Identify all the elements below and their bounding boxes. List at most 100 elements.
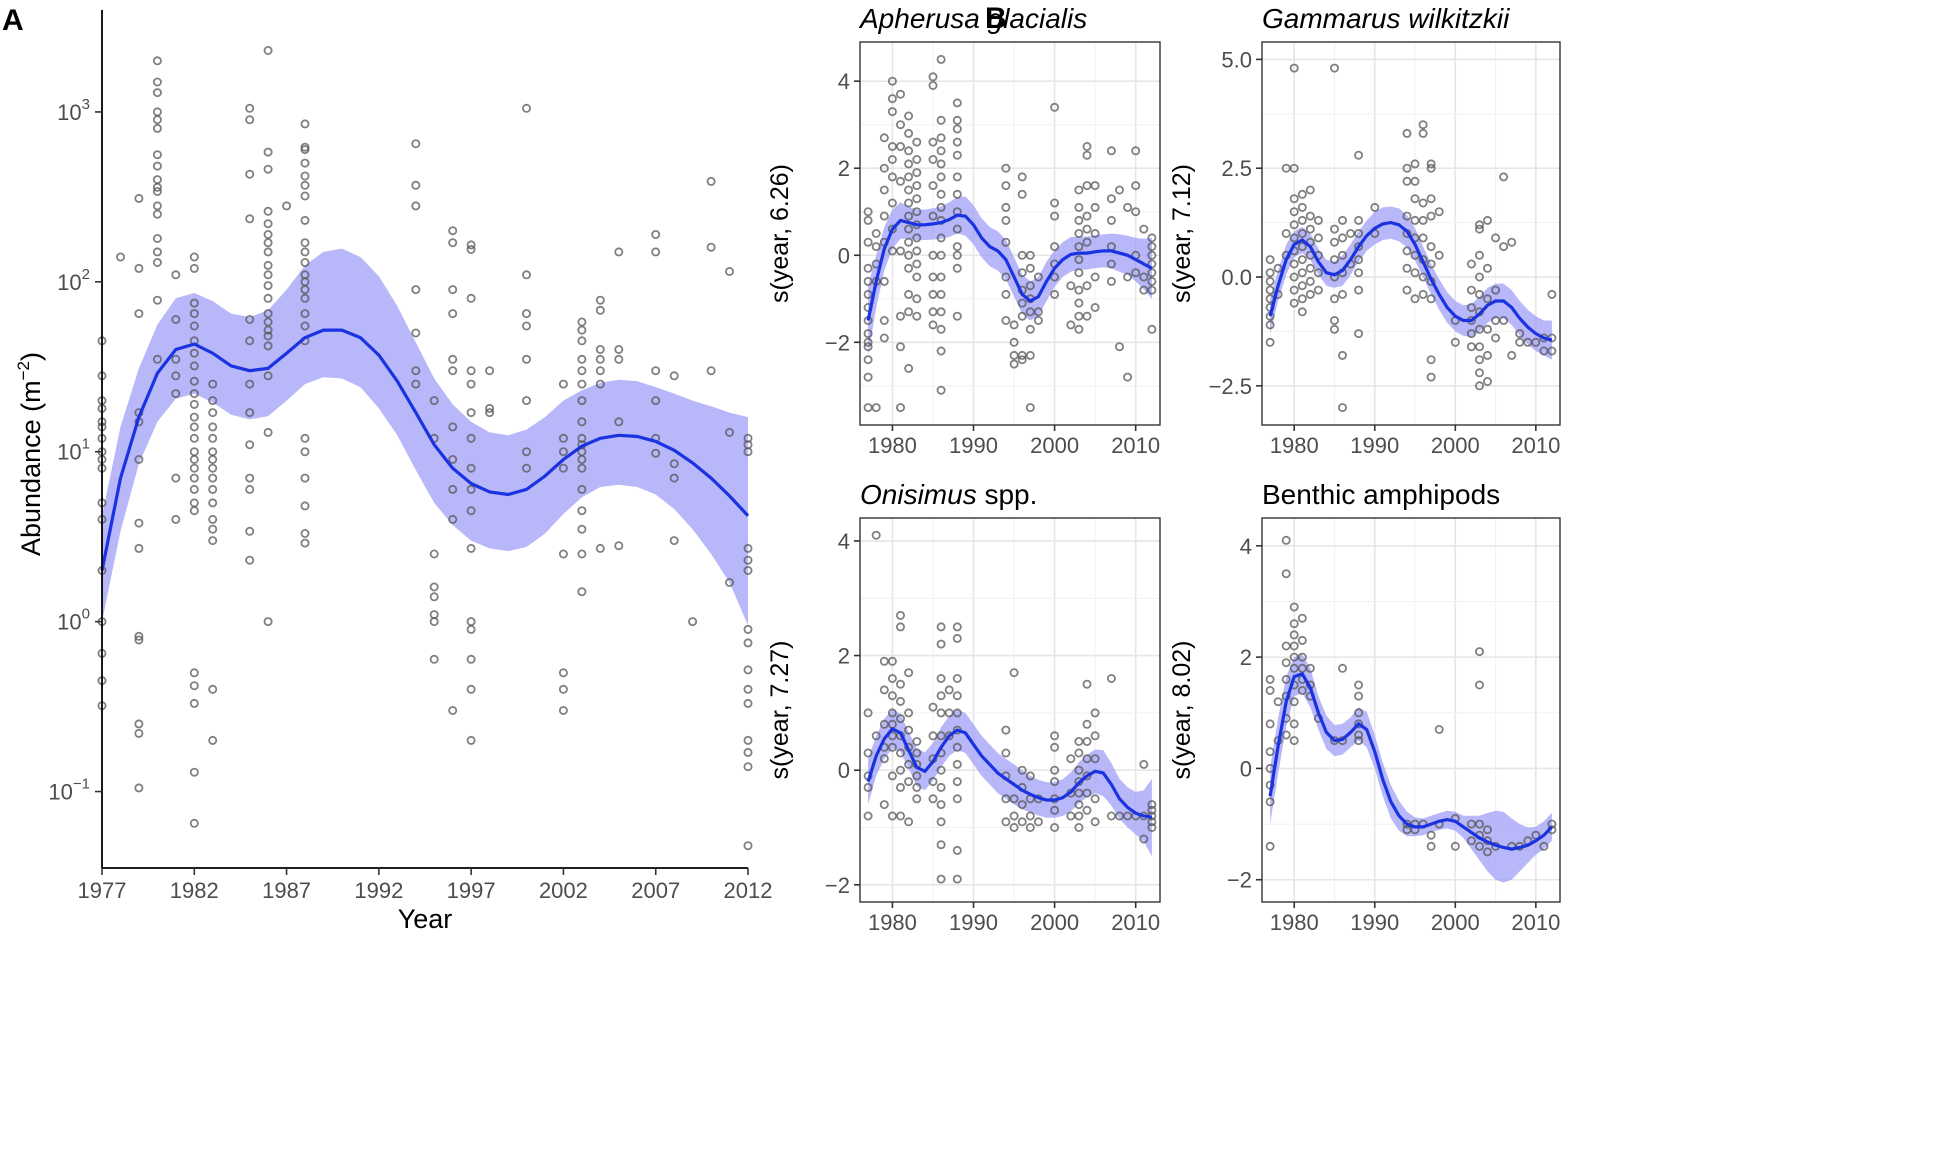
abundance-point-209 bbox=[558, 379, 568, 389]
apherusa-point-152 bbox=[1066, 281, 1076, 291]
panel-label-a: A bbox=[2, 4, 24, 37]
abundance-point-51 bbox=[171, 354, 181, 364]
apherusa-point-105 bbox=[952, 172, 962, 182]
apherusa-point-156 bbox=[1074, 215, 1084, 225]
abundance-point-18 bbox=[134, 193, 144, 203]
abundance-point-135 bbox=[300, 158, 310, 168]
apherusa-point-131 bbox=[1017, 311, 1027, 321]
abundance-point-91 bbox=[208, 484, 218, 494]
chart-abundance: 1977 1982 1987 1992 1997 2002 2007 2012 10−1 100 1… bbox=[14, 10, 772, 934]
abundance-point-240 bbox=[595, 379, 605, 389]
onisimus-point-115 bbox=[1082, 679, 1092, 689]
abundance-point-148 bbox=[300, 321, 310, 331]
apherusa-point-195 bbox=[1139, 272, 1149, 282]
onisimus-point-44 bbox=[912, 794, 922, 804]
apherusa-point-201 bbox=[1147, 268, 1157, 278]
abundance-point-212 bbox=[558, 463, 568, 473]
abundance-point-158 bbox=[411, 201, 421, 211]
abundance-point-98 bbox=[245, 103, 255, 113]
abundance-point-268 bbox=[743, 555, 753, 565]
abundance-point-220 bbox=[577, 354, 587, 364]
benthic-point-64 bbox=[1475, 841, 1485, 851]
abundance-point-32 bbox=[152, 77, 162, 87]
benthic-point-54 bbox=[1434, 725, 1444, 735]
abundance-point-19 bbox=[134, 263, 144, 273]
abundance-point-157 bbox=[411, 180, 421, 190]
onisimus-point-63 bbox=[944, 685, 954, 695]
gammarus-point-134 bbox=[1483, 350, 1493, 360]
apherusa-point-56 bbox=[904, 289, 914, 299]
abundance-point-211 bbox=[558, 447, 568, 457]
abundance-point-49 bbox=[171, 270, 181, 280]
gammarus-y-axis-title: s(year, 7.12) bbox=[1168, 164, 1196, 303]
abundance-point-192 bbox=[466, 543, 476, 553]
gammarus-ytick-3: 5.0 bbox=[1221, 47, 1252, 72]
apherusa-point-180 bbox=[1106, 215, 1116, 225]
apherusa-point-83 bbox=[936, 54, 946, 64]
abundance-point-179 bbox=[448, 484, 458, 494]
abundance-xtick-1992: 1992 bbox=[354, 878, 403, 903]
abundance-point-171 bbox=[448, 226, 458, 236]
gammarus-point-126 bbox=[1475, 342, 1485, 352]
abundance-point-85 bbox=[208, 422, 218, 432]
abundance-point-166 bbox=[429, 582, 439, 592]
abundance-point-99 bbox=[245, 115, 255, 125]
apherusa-point-64 bbox=[912, 207, 922, 217]
abundance-point-96 bbox=[208, 684, 218, 694]
abundance-point-167 bbox=[429, 592, 439, 602]
abundance-point-202 bbox=[522, 270, 532, 280]
gammarus-point-41 bbox=[1305, 276, 1315, 286]
gammarus-point-77 bbox=[1402, 176, 1412, 186]
abundance-point-130 bbox=[263, 617, 273, 627]
apherusa-point-77 bbox=[928, 211, 938, 221]
apherusa-point-54 bbox=[904, 250, 914, 260]
gammarus-point-92 bbox=[1418, 128, 1428, 138]
abundance-point-216 bbox=[558, 706, 568, 716]
apherusa-point-140 bbox=[1025, 350, 1035, 360]
onisimus-point-76 bbox=[952, 845, 962, 855]
apherusa-ytick-2: 2 bbox=[838, 156, 850, 181]
abundance-point-181 bbox=[448, 706, 458, 716]
abundance-point-123 bbox=[263, 309, 273, 319]
onisimus-point-6 bbox=[871, 731, 881, 741]
abundance-point-60 bbox=[189, 321, 199, 331]
gammarus-point-91 bbox=[1418, 120, 1428, 130]
gammarus-point-22 bbox=[1289, 272, 1299, 282]
onisimus-point-82 bbox=[1001, 817, 1011, 827]
gammarus-point-23 bbox=[1289, 285, 1299, 295]
abundance-ytick-4: 103 bbox=[57, 96, 90, 125]
onisimus-point-55 bbox=[936, 731, 946, 741]
gammarus-point-142 bbox=[1499, 315, 1509, 325]
gammarus-point-148 bbox=[1531, 337, 1541, 347]
abundance-point-273 bbox=[743, 684, 753, 694]
onisimus-point-129 bbox=[1115, 811, 1125, 821]
abundance-point-243 bbox=[614, 344, 624, 354]
onisimus-point-108 bbox=[1074, 748, 1084, 758]
benthic-point-41 bbox=[1354, 680, 1364, 690]
apherusa-point-124 bbox=[1009, 359, 1019, 369]
onisimus-point-93 bbox=[1025, 811, 1035, 821]
abundance-point-97 bbox=[208, 735, 218, 745]
abundance-point-204 bbox=[522, 321, 532, 331]
gammarus-point-82 bbox=[1402, 285, 1412, 295]
abundance-xtick-2002: 2002 bbox=[539, 878, 588, 903]
apherusa-point-117 bbox=[1001, 237, 1011, 247]
apherusa-point-1 bbox=[863, 372, 873, 382]
abundance-point-132 bbox=[300, 119, 310, 129]
gammarus-point-54 bbox=[1330, 315, 1340, 325]
gammarus-point-62 bbox=[1338, 403, 1348, 413]
abundance-point-169 bbox=[429, 617, 439, 627]
gammarus-point-71 bbox=[1354, 285, 1364, 295]
abundance-point-75 bbox=[189, 498, 199, 508]
abundance-point-259 bbox=[706, 242, 716, 252]
abundance-point-182 bbox=[466, 240, 476, 250]
abundance-point-260 bbox=[706, 366, 716, 376]
gammarus-point-128 bbox=[1475, 368, 1485, 378]
gammarus-xtick-1980: 1980 bbox=[1270, 433, 1319, 458]
abundance-point-278 bbox=[743, 841, 753, 851]
abundance-point-110 bbox=[245, 555, 255, 565]
benthic-confidence-band bbox=[1270, 654, 1552, 883]
apherusa-point-51 bbox=[904, 211, 914, 221]
abundance-point-26 bbox=[134, 631, 144, 641]
gammarus-point-113 bbox=[1466, 259, 1476, 269]
